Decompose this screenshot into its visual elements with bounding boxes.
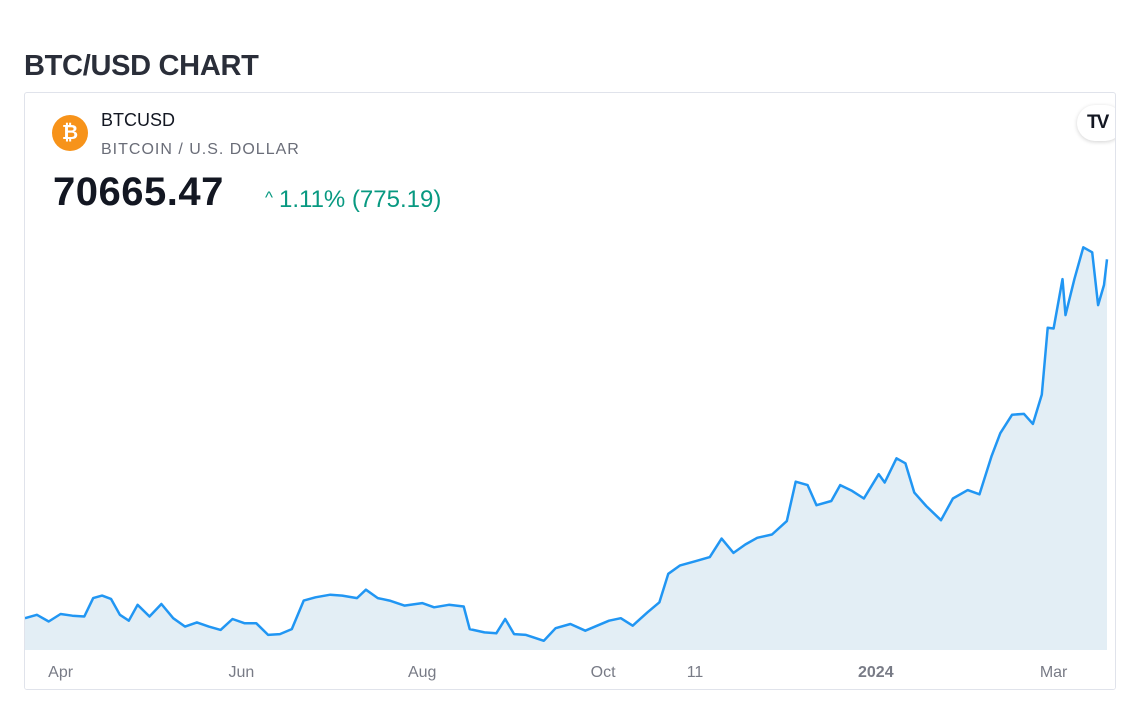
x-tick-label: 2024 bbox=[858, 664, 894, 681]
x-tick-label: Oct bbox=[591, 664, 616, 681]
price-change-value: 1.11% (775.19) bbox=[278, 186, 442, 213]
last-price: 70665.47 bbox=[53, 170, 224, 214]
bitcoin-icon: ₿ bbox=[52, 115, 88, 151]
x-tick-label: Jun bbox=[229, 664, 255, 681]
price-chart[interactable]: Apr Jun Aug Oct 11 2024 Mar bbox=[25, 93, 1115, 689]
x-tick-label: Aug bbox=[408, 664, 436, 681]
symbol-overview-widget[interactable]: ₿ BTCUSD BITCOIN / U.S. DOLLAR 70665.47 … bbox=[24, 92, 1116, 690]
line-layer bbox=[25, 246, 1109, 643]
symbol-name[interactable]: BTCUSD bbox=[101, 110, 176, 130]
x-tick-label: Apr bbox=[48, 664, 74, 681]
price-change: ^ 1.11% (775.19) bbox=[265, 186, 441, 214]
price-area-fill bbox=[25, 247, 1107, 651]
up-caret-icon: ^ bbox=[265, 188, 273, 207]
price-line bbox=[25, 246, 1109, 643]
area-layer bbox=[25, 247, 1107, 651]
symbol-description: BITCOIN / U.S. DOLLAR bbox=[101, 141, 300, 158]
tradingview-logo-icon[interactable]: TV bbox=[1077, 105, 1115, 141]
x-tick-label: 11 bbox=[687, 664, 704, 681]
x-tick-label: Mar bbox=[1040, 664, 1068, 681]
x-axis: Apr Jun Aug Oct 11 2024 Mar bbox=[25, 650, 1115, 689]
page-title: BTC/USD CHART bbox=[24, 50, 259, 82]
x-axis-band bbox=[25, 650, 1115, 689]
